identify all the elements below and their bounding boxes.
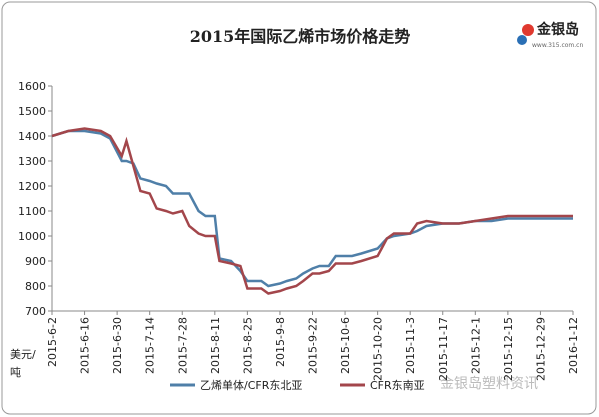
y-tick-label: 1500 [18,105,46,118]
x-tick-label: 2015-9-22 [307,317,320,374]
logo-icon [517,35,527,45]
y-tick-label: 700 [25,305,46,318]
y-axis-label: 吨 [10,366,21,379]
y-tick-label: 900 [25,255,46,268]
x-tick-label: 2015-6-2 [46,317,59,367]
watermark: 金银岛塑料资讯 [440,376,538,392]
chart-title: 2015年国际乙烯市场价格走势 [190,27,411,46]
y-tick-label: 1300 [18,155,46,168]
logo-text: 金银岛 [536,21,579,38]
logo-url: www.315.com.cn [532,42,583,49]
x-tick-label: 2015-12-1 [469,317,482,374]
y-tick-label: 1100 [18,205,46,218]
x-tick-label: 2015-7-14 [144,317,157,374]
x-tick-label: 2015-9-8 [274,317,287,367]
y-axis-label: 美元/ [10,348,36,361]
y-tick-label: 1400 [18,130,46,143]
x-tick-label: 2015-8-25 [241,317,254,374]
x-tick-label: 2015-10-20 [372,317,385,381]
y-tick-label: 1600 [18,80,46,93]
x-tick-label: 2015-6-30 [111,317,124,374]
x-tick-label: 2015-12-29 [534,317,547,381]
x-tick-label: 2015-11-17 [437,317,450,381]
y-tick-label: 1200 [18,180,46,193]
x-tick-label: 2015-12-15 [502,317,515,381]
x-tick-label: 2015-8-11 [209,317,222,374]
legend-label: CFR东南亚 [370,379,425,392]
x-tick-label: 2015-6-16 [79,317,92,374]
x-tick-label: 2016-1-12 [567,317,580,374]
y-tick-label: 1000 [18,230,46,243]
x-tick-label: 2015-10-6 [339,317,352,374]
x-tick-label: 2015-7-28 [176,317,189,374]
y-tick-label: 800 [25,280,46,293]
x-tick-label: 2015-11-3 [404,317,417,374]
legend-label: 乙烯单体/CFR东北亚 [200,378,302,392]
logo-icon [522,24,534,36]
series-line [51,127,573,295]
